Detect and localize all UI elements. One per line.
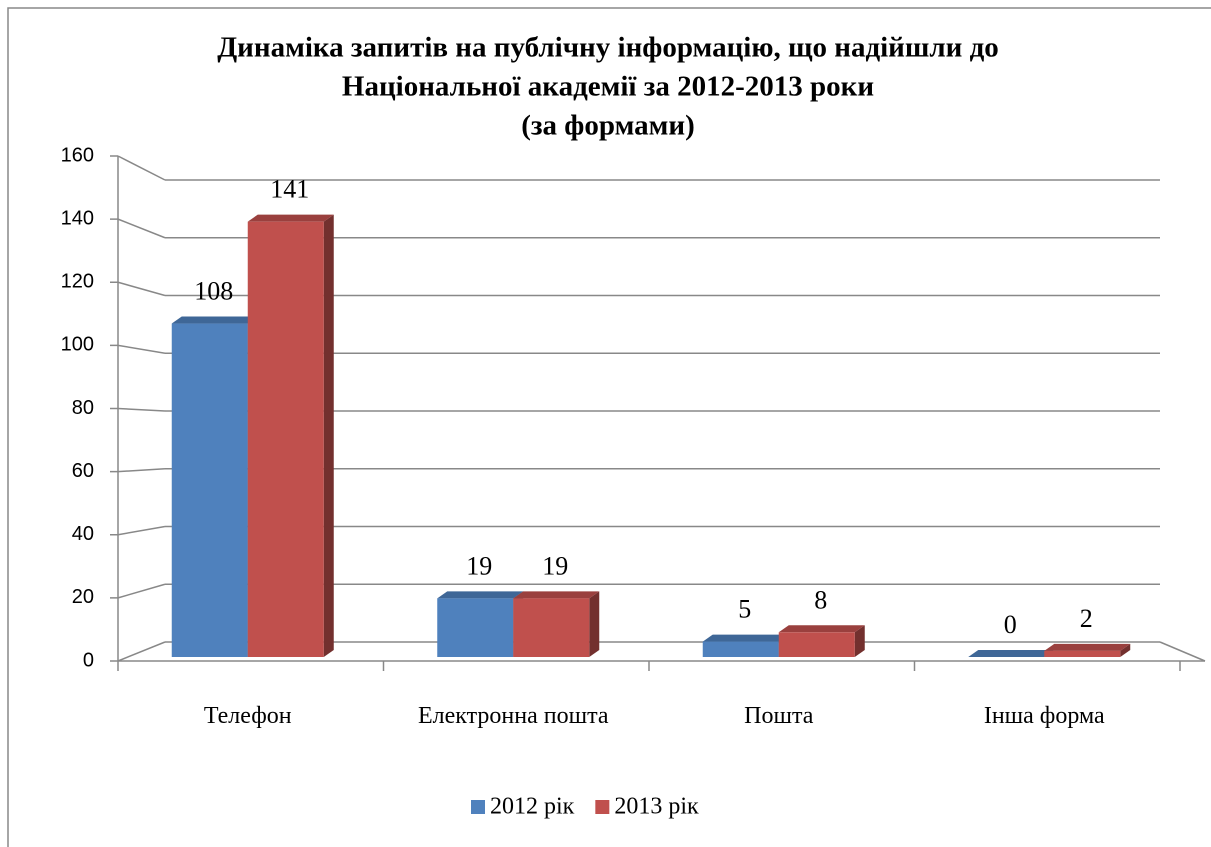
- bar-top: [437, 591, 524, 599]
- bar-side: [323, 214, 334, 657]
- chart-title: Національної академії за 2012-2013 роки: [342, 71, 874, 103]
- bar-top: [778, 625, 865, 633]
- x-tick-label: Пошта: [744, 703, 814, 729]
- bar: [513, 598, 590, 657]
- grid-line: [117, 641, 166, 662]
- legend-swatch: [595, 800, 610, 814]
- bar-top: [968, 650, 1055, 657]
- grid-line: [117, 281, 166, 297]
- grid-line: [117, 525, 166, 536]
- grid-line: [117, 218, 166, 239]
- y-tick-label: 120: [61, 271, 94, 293]
- legend-swatch: [471, 800, 485, 814]
- floor-edge: [1159, 641, 1206, 662]
- grid-line: [117, 583, 166, 599]
- bar: [1044, 650, 1121, 657]
- data-label: 8: [814, 585, 827, 614]
- x-tick-label: Інша форма: [983, 703, 1105, 729]
- data-label: 141: [270, 175, 309, 204]
- x-tick-label: Електронна пошта: [417, 703, 609, 729]
- y-tick-label: 20: [72, 586, 94, 608]
- data-label: 108: [194, 277, 233, 306]
- data-label: 19: [542, 551, 568, 580]
- bar-top: [247, 214, 334, 222]
- x-tick-label: Телефон: [203, 703, 292, 729]
- bar-top: [513, 591, 600, 599]
- legend-label: 2013 рік: [614, 794, 699, 820]
- grid-line: [117, 344, 166, 354]
- bar: [778, 632, 855, 657]
- bar-top: [702, 634, 789, 642]
- data-label: 5: [738, 595, 751, 624]
- y-tick-label: 60: [72, 460, 94, 482]
- y-tick-label: 40: [72, 523, 94, 545]
- bar: [437, 598, 514, 657]
- bar: [247, 221, 324, 657]
- y-tick-label: 160: [61, 144, 94, 166]
- y-tick-label: 100: [61, 334, 94, 356]
- grid-line: [117, 468, 166, 473]
- bar-top: [171, 316, 258, 324]
- bar-side: [1120, 643, 1131, 657]
- y-tick-label: 80: [72, 397, 94, 419]
- bar-side: [854, 625, 865, 657]
- bar: [171, 323, 248, 657]
- bar-side: [589, 591, 600, 657]
- data-label: 0: [1004, 610, 1017, 639]
- bar-top: [1044, 643, 1131, 651]
- grid-line: [117, 407, 166, 412]
- chart-title: Динаміка запитів на публічну інформацію,…: [217, 32, 999, 64]
- y-tick-label: 140: [61, 207, 94, 229]
- bar: [702, 641, 779, 657]
- chart-title: (за формами): [521, 110, 695, 142]
- data-label: 2: [1080, 604, 1093, 633]
- legend-label: 2012 рік: [490, 794, 575, 820]
- data-label: 19: [466, 551, 492, 580]
- grid-line: [117, 155, 166, 181]
- y-tick-label: 0: [83, 649, 94, 671]
